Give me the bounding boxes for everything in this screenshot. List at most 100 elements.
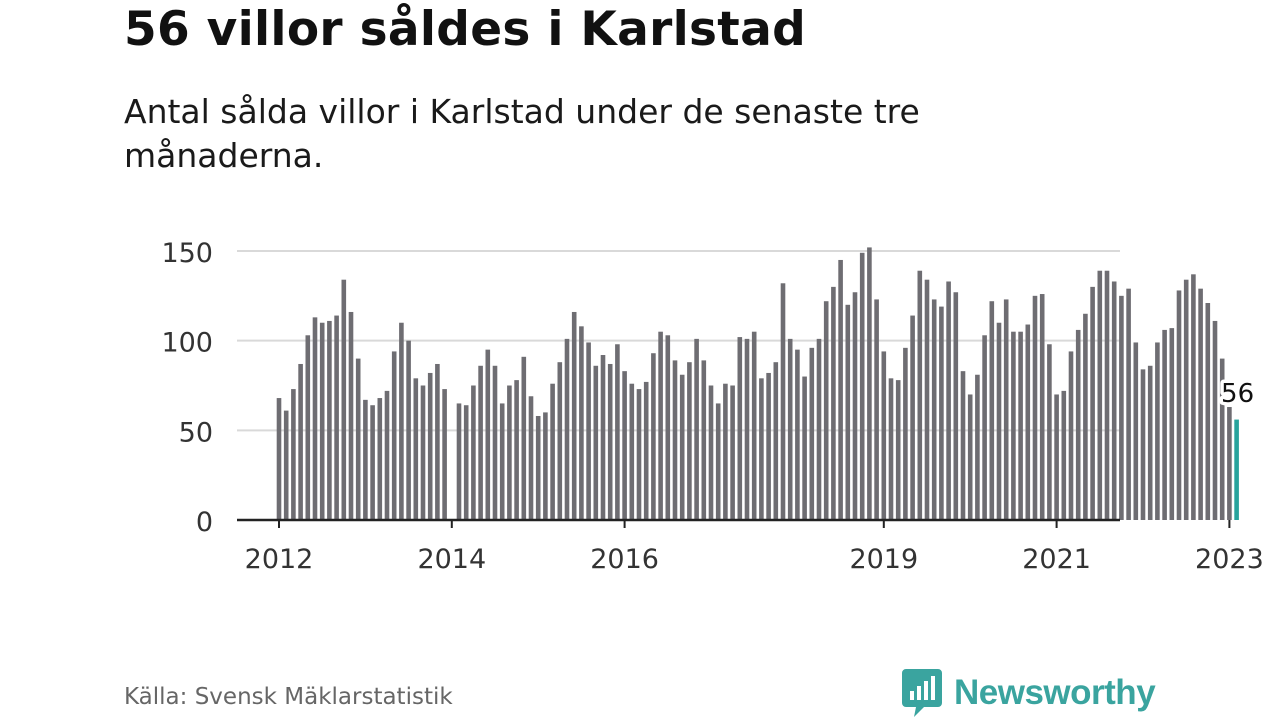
y-tick-label: 50 [179, 417, 213, 448]
bar [615, 344, 620, 520]
bar [427, 372, 433, 520]
x-tick-label: 2023 [1195, 544, 1264, 575]
bar [442, 389, 447, 520]
bar [809, 347, 815, 520]
bar [348, 311, 354, 520]
x-tick-label: 2021 [1022, 544, 1091, 575]
bar [931, 299, 937, 520]
bar [1061, 390, 1067, 520]
bar [1169, 328, 1175, 520]
bar [571, 311, 577, 520]
bar [910, 315, 915, 520]
bar [1068, 351, 1074, 520]
bar [1183, 279, 1189, 520]
bar [636, 389, 642, 520]
bar [881, 351, 887, 520]
bar [586, 342, 591, 520]
bar [355, 358, 361, 520]
bar [363, 399, 368, 520]
bar [485, 349, 491, 520]
bar [543, 412, 548, 520]
bar [456, 403, 462, 520]
bar [471, 385, 476, 520]
bar [1147, 365, 1153, 520]
bar [723, 383, 728, 520]
bar [773, 362, 779, 520]
bar [816, 338, 822, 520]
bar [420, 385, 426, 520]
bar [298, 363, 303, 520]
bar [845, 304, 851, 520]
bar [823, 301, 829, 520]
bar [730, 385, 735, 520]
bar [694, 338, 699, 520]
bar [1198, 288, 1203, 520]
chart-title: 56 villor såldes i Karlstad [124, 2, 807, 57]
bar [305, 335, 311, 520]
bar [795, 349, 800, 520]
bar [535, 415, 541, 520]
bar [413, 378, 419, 520]
bar [982, 335, 987, 520]
brand-logo[interactable]: Newsworthy [902, 669, 1156, 717]
bar [528, 396, 534, 520]
bar [1083, 313, 1088, 520]
bar [831, 286, 836, 520]
bar [953, 292, 959, 520]
bar [1011, 331, 1016, 520]
bar [1227, 407, 1232, 520]
bar [1032, 295, 1038, 520]
bar [341, 279, 347, 520]
highlight-bar [1234, 419, 1239, 520]
y-tick-label: 100 [161, 328, 213, 359]
x-tick-label: 2019 [849, 544, 918, 575]
bar [787, 338, 793, 520]
chart-subtitle: Antal sålda villor i Karlstad under de s… [124, 92, 920, 175]
bar [370, 405, 375, 520]
bar [737, 337, 743, 520]
bar [852, 292, 858, 520]
bar [766, 372, 771, 520]
bar [708, 385, 714, 520]
brand-name: Newsworthy [954, 673, 1156, 712]
bar [1155, 342, 1160, 520]
bar [895, 380, 901, 520]
bar [643, 381, 649, 520]
bar [687, 362, 692, 520]
bar [1191, 274, 1196, 520]
bar [622, 371, 627, 520]
bar [406, 340, 411, 520]
highlight-value-label: 56 [1221, 379, 1254, 409]
bar [600, 355, 606, 520]
bar [276, 398, 282, 520]
bar [1025, 324, 1031, 520]
bar [629, 383, 635, 520]
bar [1140, 369, 1146, 520]
bar [399, 322, 404, 520]
bar [759, 378, 764, 520]
bar [917, 270, 923, 520]
bar [319, 322, 325, 520]
bar [996, 322, 1002, 520]
bar [550, 383, 555, 520]
bar [1090, 286, 1095, 520]
bar [1126, 288, 1131, 520]
bar [939, 306, 944, 520]
x-tick-label: 2012 [245, 544, 314, 575]
bar [507, 385, 512, 520]
bar [838, 259, 843, 520]
bar [672, 360, 678, 520]
bar [1205, 303, 1211, 520]
bar [975, 374, 980, 520]
y-tick-label: 150 [161, 238, 213, 269]
bar [312, 317, 318, 520]
bar [283, 410, 289, 520]
bar [1104, 270, 1110, 520]
bar [593, 365, 599, 520]
highlight-value-label-halo: 56 [1221, 379, 1254, 409]
bar [1133, 342, 1139, 520]
bar [802, 376, 807, 520]
x-tick-label: 2014 [417, 544, 486, 575]
bar [924, 279, 930, 520]
